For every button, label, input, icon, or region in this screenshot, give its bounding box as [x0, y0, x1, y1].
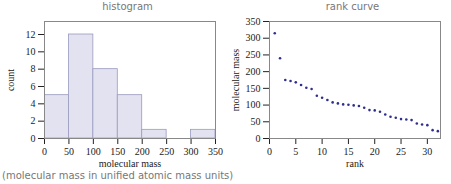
svg-text:25: 25 — [396, 146, 406, 157]
svg-text:12: 12 — [26, 29, 36, 40]
svg-text:200: 200 — [135, 146, 150, 157]
svg-text:15: 15 — [343, 146, 353, 157]
svg-text:300: 300 — [184, 146, 199, 157]
svg-text:100: 100 — [246, 99, 261, 110]
svg-text:10: 10 — [317, 146, 327, 157]
svg-text:0: 0 — [31, 133, 36, 144]
html-text:rank curve: rank curve — [325, 1, 380, 12]
svg-text:0: 0 — [42, 146, 47, 157]
svg-text:150: 150 — [110, 146, 125, 157]
svg-text:350: 350 — [208, 146, 223, 157]
svg-text:8: 8 — [31, 63, 36, 74]
svg-text:10: 10 — [26, 46, 36, 57]
svg-text:300: 300 — [246, 32, 261, 43]
svg-text:0: 0 — [267, 146, 272, 157]
svg-text:molecular mass: molecular mass — [99, 158, 162, 169]
svg-text:50: 50 — [64, 146, 74, 157]
svg-text:350: 350 — [246, 16, 261, 27]
svg-text:150: 150 — [246, 83, 261, 94]
svg-text:rank: rank — [346, 158, 364, 169]
svg-text:30: 30 — [422, 146, 432, 157]
svg-text:molecular mass: molecular mass — [230, 49, 241, 112]
svg-text:200: 200 — [246, 66, 261, 77]
svg-text:count: count — [5, 69, 16, 91]
svg-text:100: 100 — [86, 146, 101, 157]
svg-text:50: 50 — [251, 116, 261, 127]
svg-text:250: 250 — [159, 146, 174, 157]
svg-text:0: 0 — [256, 133, 261, 144]
svg-text:2: 2 — [31, 115, 36, 126]
html-text:(molecular mass in unified ato: (molecular mass in unified atomic mass u… — [2, 170, 234, 181]
svg-text:20: 20 — [370, 146, 380, 157]
svg-text:6: 6 — [31, 81, 36, 92]
svg-text:4: 4 — [31, 98, 36, 109]
svg-text:5: 5 — [293, 146, 298, 157]
html-text:histogram: histogram — [102, 1, 153, 12]
svg-text:250: 250 — [246, 49, 261, 60]
